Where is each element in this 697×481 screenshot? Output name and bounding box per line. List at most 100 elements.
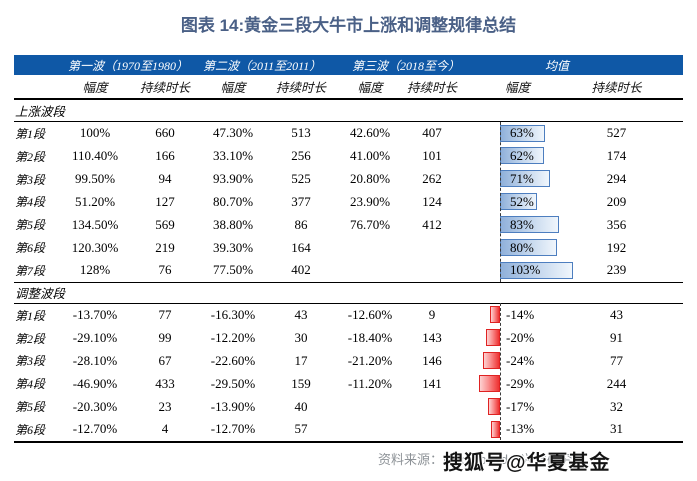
header-wave3: 第三波（2018至今） (352, 58, 460, 73)
page-title: 图表 14:黄金三段大牛市上涨和调整规律总结 (180, 16, 517, 35)
value-cell: 244 (606, 375, 627, 391)
table-row: 第7段 128% 76 77.50% 402 103% 239 (14, 259, 683, 282)
value-cell (404, 418, 460, 441)
value-cell: 407 (422, 125, 442, 141)
value-cell: 42.60% (349, 125, 391, 141)
subheader-w2-amplitude: 幅度 (220, 81, 246, 95)
sohu-watermark: 搜狐号@华夏基金 (443, 452, 611, 474)
section-rows: 第1段 -13.70% 77 -16.30% 43 -12.60% 9 -14% 43 第2段 -2… (14, 304, 683, 443)
header-wave1: 第一波（1970至1980） (68, 58, 189, 73)
value-cell: 33.10% (212, 148, 254, 164)
value-cell: -13.70% (72, 307, 118, 323)
value-cell: 124 (422, 193, 442, 209)
value-cell: 38.80% (212, 216, 254, 232)
table-row: 第1段 100% 660 47.30% 513 42.60% 407 63% 527 (14, 122, 683, 145)
value-cell: 525 (291, 171, 311, 187)
value-cell: 57 (294, 421, 308, 437)
value-cell: -29.50% (210, 375, 256, 391)
value-cell: 31 (610, 421, 623, 437)
avg-amplitude-value: -17% (506, 398, 535, 414)
value-cell: 433 (155, 375, 175, 391)
table-row: 第6段 120.30% 219 39.30% 164 80% 192 (14, 236, 683, 259)
value-cell: 402 (291, 262, 311, 278)
value-cell: 110.40% (71, 148, 119, 164)
value-cell: 412 (422, 216, 442, 232)
section-label-row: 上涨波段 (14, 100, 683, 122)
avg-amplitude-bar-cell: -13% (460, 418, 580, 441)
row-label-cell: 第2段 (15, 149, 46, 164)
avg-amplitude-databar (479, 374, 500, 392)
table-row: 第2段 110.40% 166 33.10% 256 41.00% 101 62% 174 (14, 145, 683, 168)
value-cell: 513 (291, 125, 311, 141)
section-label-row: 调整波段 (14, 283, 683, 304)
row-label-cell: 第5段 (15, 218, 46, 233)
value-cell: -28.10% (72, 352, 118, 368)
value-cell: 99.50% (74, 171, 116, 187)
value-cell: 43 (610, 307, 623, 323)
avg-amplitude-bar-cell: 63% (460, 122, 580, 145)
value-cell: 41.00% (349, 148, 391, 164)
avg-amplitude-bar-cell: -17% (460, 395, 580, 418)
value-cell: 209 (606, 193, 627, 209)
avg-amplitude-value: 83% (510, 216, 534, 232)
avg-amplitude-value: 63% (510, 125, 534, 141)
subheader-avg-duration: 持续时长 (591, 81, 642, 95)
avg-amplitude-bar-cell: 80% (460, 236, 580, 259)
avg-amplitude-value: -14% (506, 307, 535, 323)
value-cell: -12.70% (72, 421, 118, 437)
value-cell: 101 (422, 148, 442, 164)
value-cell: 569 (155, 216, 175, 232)
subheader-w2-duration: 持续时长 (275, 81, 326, 95)
row-label-cell: 第3段 (15, 172, 46, 187)
value-cell: 146 (422, 352, 442, 368)
avg-amplitude-bar-cell: -24% (460, 350, 580, 373)
row-label-cell: 第5段 (15, 400, 46, 415)
avg-amplitude-bar-cell: 71% (460, 168, 580, 191)
value-cell: 67 (158, 352, 172, 368)
data-source-caption: 资料来源：Macrobond，兴业研究 (378, 452, 574, 467)
header-wave2: 第二波（2011至2011） (203, 58, 322, 73)
value-cell (336, 395, 404, 418)
value-cell: 9 (428, 307, 436, 323)
value-cell: -12.60% (347, 307, 393, 323)
value-cell: 17 (294, 352, 308, 368)
avg-amplitude-value: 52% (510, 193, 534, 209)
value-cell: -12.20% (210, 330, 256, 346)
value-cell: 43 (294, 307, 308, 323)
value-cell: 166 (155, 148, 175, 164)
value-cell: 93.90% (212, 171, 254, 187)
value-cell: 120.30% (71, 239, 119, 255)
databar-zero-axis-adjust (500, 303, 501, 440)
avg-amplitude-value: 71% (510, 171, 534, 187)
value-cell: -46.90% (72, 375, 118, 391)
value-cell: -12.70% (210, 421, 256, 437)
row-label-cell: 第1段 (15, 308, 46, 323)
value-cell: -11.20% (348, 375, 392, 391)
subheader-empty (14, 75, 60, 98)
section-rows: 第1段 100% 660 47.30% 513 42.60% 407 63% 527 第2段 110… (14, 122, 683, 283)
value-cell: 4 (161, 421, 169, 437)
value-cell: 76.70% (349, 216, 391, 232)
table-row: 第2段 -29.10% 99 -12.20% 30 -18.40% 143 -20% 91 (14, 327, 683, 350)
value-cell: 527 (606, 125, 627, 141)
value-cell: 256 (291, 148, 311, 164)
avg-amplitude-bar-cell: 62% (460, 145, 580, 168)
value-cell: 20.80% (349, 171, 391, 187)
databar-zero-axis-up (500, 122, 501, 282)
value-cell: 23 (158, 398, 172, 414)
row-label-cell: 第4段 (15, 195, 46, 210)
value-cell: 77 (610, 352, 623, 368)
table-row: 第1段 -13.70% 77 -16.30% 43 -12.60% 9 -14% 43 (14, 304, 683, 327)
value-cell: -13.90% (210, 398, 256, 414)
value-cell: -20.30% (72, 398, 118, 414)
value-cell: 76 (158, 262, 172, 278)
avg-amplitude-databar (487, 397, 500, 415)
value-cell: 239 (606, 262, 627, 278)
value-cell: 174 (606, 148, 627, 164)
value-cell: 77 (158, 307, 172, 323)
value-cell (404, 259, 460, 282)
row-label-cell: 第2段 (15, 331, 46, 346)
avg-amplitude-bar-cell: -29% (460, 372, 580, 395)
value-cell: 40 (294, 398, 308, 414)
table-row: 第4段 51.20% 127 80.70% 377 23.90% 124 52% 209 (14, 191, 683, 214)
